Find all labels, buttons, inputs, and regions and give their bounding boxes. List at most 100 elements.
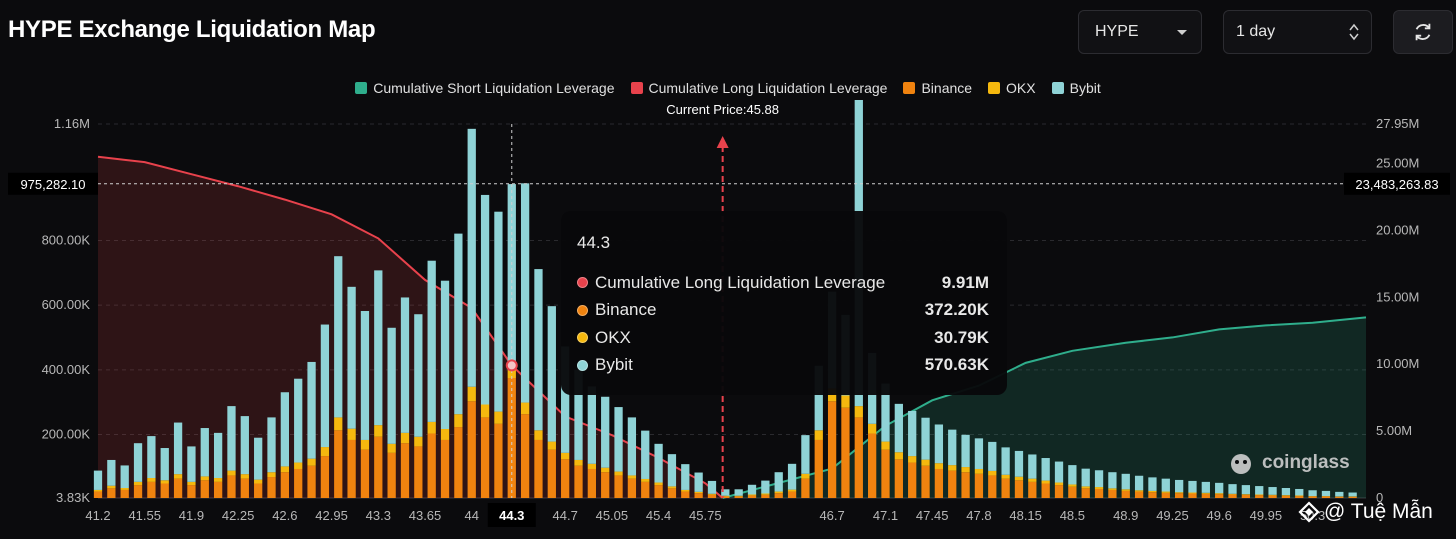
y-left-tick-label: 200.00K <box>42 427 91 442</box>
bar-bybit <box>1108 472 1117 489</box>
bar-okx <box>921 459 930 466</box>
bar-okx <box>787 489 797 492</box>
bar-binance <box>908 462 917 498</box>
bar-okx <box>160 480 169 484</box>
bar-bybit <box>173 422 183 475</box>
bar-bybit <box>1028 454 1037 479</box>
bar-okx <box>1068 484 1077 487</box>
symbol-select[interactable]: HYPE <box>1078 10 1202 54</box>
bar-okx <box>1028 478 1037 482</box>
bar-okx <box>1241 494 1251 495</box>
bar-okx <box>294 462 303 469</box>
bar-binance <box>387 452 396 498</box>
bar-okx <box>307 458 316 466</box>
bar-binance <box>294 468 303 498</box>
bar-bybit <box>467 128 476 387</box>
bar-okx <box>814 430 823 440</box>
bar-bybit <box>427 260 436 422</box>
bar-okx <box>881 441 890 450</box>
bar-okx <box>734 495 743 497</box>
x-tick-label: 43.65 <box>409 508 442 523</box>
tooltip-label: Binance <box>595 300 657 320</box>
x-tick-label: 44 <box>464 508 478 523</box>
bar-binance <box>107 488 116 498</box>
bar-okx <box>747 494 757 496</box>
bar-okx <box>200 476 209 481</box>
tooltip-label: Bybit <box>595 355 633 375</box>
diamond-logo-icon <box>1298 501 1320 523</box>
crosshair-left-label: 975,282.10 <box>20 177 85 192</box>
bar-binance <box>747 495 757 498</box>
bar-binance <box>801 478 810 498</box>
bar-binance <box>254 483 263 498</box>
bar-okx <box>627 475 637 479</box>
bar-okx <box>854 406 863 418</box>
bar-okx <box>93 489 103 492</box>
legend-item[interactable]: OKX <box>988 80 1036 96</box>
bar-binance <box>774 493 783 498</box>
bar-okx <box>120 488 129 490</box>
y-right-tick-label: 0 <box>1376 490 1383 505</box>
bar-bybit <box>1281 488 1291 496</box>
x-tick-label: 42.6 <box>272 508 297 523</box>
bar-binance <box>1295 496 1304 498</box>
bar-bybit <box>681 464 690 490</box>
bar-bybit <box>814 365 823 431</box>
bar-okx <box>1268 494 1277 496</box>
bar-binance <box>841 407 850 498</box>
bar-binance <box>520 414 530 498</box>
bar-okx <box>641 478 650 482</box>
legend-item[interactable]: Bybit <box>1051 80 1101 96</box>
bar-okx <box>1148 490 1157 493</box>
bar-bybit <box>961 434 970 468</box>
bar-bybit <box>1174 479 1184 493</box>
bar-bybit <box>1148 477 1157 491</box>
bar-binance <box>601 472 610 498</box>
bar-binance <box>1335 496 1344 498</box>
bar-okx <box>254 479 263 484</box>
bar-bybit <box>1241 485 1251 495</box>
bar-binance <box>400 443 410 498</box>
legend-item[interactable]: Cumulative Long Liquidation Leverage <box>630 80 887 96</box>
long-area <box>98 156 723 498</box>
bar-binance <box>173 478 183 498</box>
bar-bybit <box>948 429 957 466</box>
bar-binance <box>1081 488 1090 498</box>
legend-item[interactable]: Binance <box>903 80 972 96</box>
bar-bybit <box>1348 492 1357 497</box>
bar-binance <box>1041 483 1050 498</box>
bar-bybit <box>267 417 276 473</box>
legend-item[interactable]: Cumulative Short Liquidation Leverage <box>355 80 615 96</box>
bar-okx <box>213 478 223 482</box>
y-right-tick-label: 20.00M <box>1376 222 1419 237</box>
bar-bybit <box>480 194 490 405</box>
bar-binance <box>227 475 236 498</box>
bar-okx <box>868 423 877 434</box>
bar-bybit <box>1001 447 1010 475</box>
bar-okx <box>320 447 330 457</box>
bar-bybit <box>787 463 797 490</box>
time-range-select[interactable]: 1 day <box>1223 10 1372 54</box>
bar-bybit <box>1161 478 1170 492</box>
bar-binance <box>480 417 490 498</box>
bar-bybit <box>1335 491 1344 497</box>
bar-okx <box>467 386 476 402</box>
bar-bybit <box>721 489 730 496</box>
bar-okx <box>1281 495 1291 496</box>
legend-swatch <box>630 82 643 94</box>
bar-bybit <box>561 346 570 453</box>
bar-okx <box>374 425 383 437</box>
bar-binance <box>654 485 663 498</box>
bar-okx <box>173 474 183 479</box>
credit-text: @ Tuệ Mẫn <box>1324 500 1433 523</box>
refresh-button[interactable] <box>1393 10 1453 54</box>
bar-bybit <box>1014 450 1024 477</box>
bar-bybit <box>227 406 236 471</box>
coinglass-watermark: coinglass <box>1228 450 1350 476</box>
bar-binance <box>627 478 637 498</box>
tooltip-row: OKX 30.79K <box>577 324 989 352</box>
bar-binance <box>1121 490 1130 498</box>
bar-okx <box>707 493 717 495</box>
bar-bybit <box>360 311 370 440</box>
bar-okx <box>547 441 556 450</box>
